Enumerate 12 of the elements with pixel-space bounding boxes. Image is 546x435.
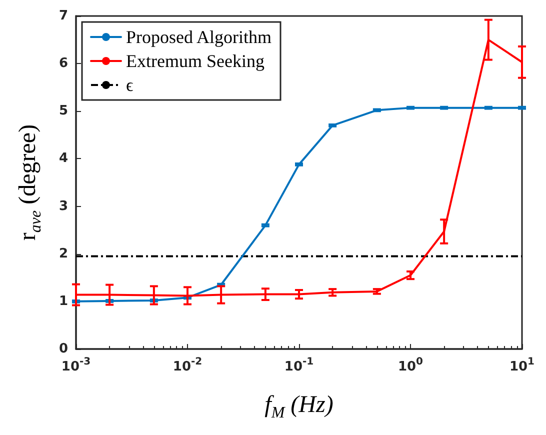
y-tick-label: 6 (58, 56, 68, 72)
y-tick-label: 0 (58, 342, 68, 356)
y-tick-label: 1 (58, 294, 68, 309)
y-tick-label: 7 (58, 8, 68, 24)
y-tick-label: 3 (58, 198, 68, 214)
legend-label: Extremum Seeking (126, 51, 264, 71)
legend-label: ϵ (126, 75, 134, 95)
y-tick-label: 4 (58, 151, 68, 166)
legend-label: Proposed Algorithm (126, 27, 272, 47)
y-tick-label: 2 (58, 246, 68, 262)
y-tick-label: 5 (58, 104, 68, 119)
y-axis-title: rave (degree) (15, 124, 44, 241)
